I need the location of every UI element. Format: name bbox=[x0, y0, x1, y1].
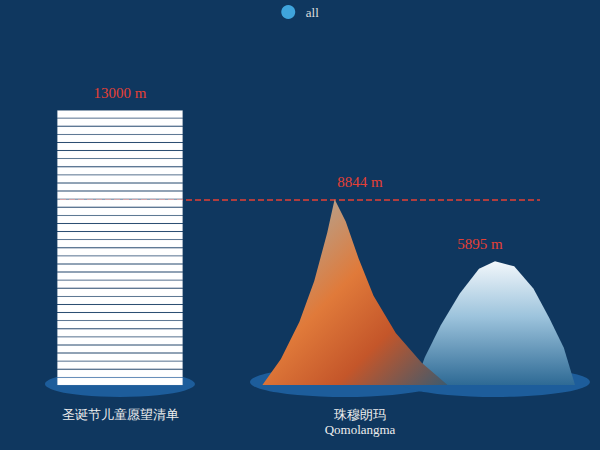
svg-text:圣诞节儿童愿望清单: 圣诞节儿童愿望清单 bbox=[62, 407, 179, 422]
svg-text:珠穆朗玛: 珠穆朗玛 bbox=[334, 407, 386, 422]
svg-text:all: all bbox=[306, 5, 319, 20]
svg-text:Qomolangma: Qomolangma bbox=[325, 422, 396, 437]
svg-text:13000 m: 13000 m bbox=[94, 85, 147, 101]
svg-text:5895 m: 5895 m bbox=[457, 236, 503, 252]
svg-text:8844 m: 8844 m bbox=[337, 174, 383, 190]
